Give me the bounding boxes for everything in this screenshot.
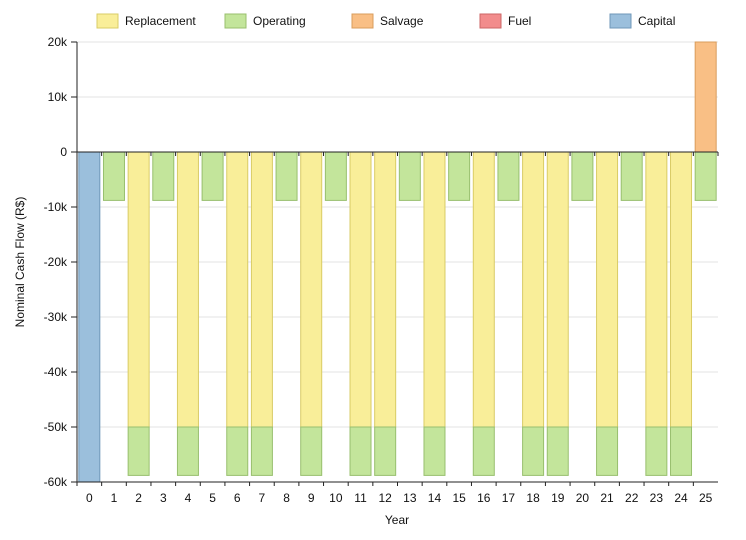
bar-replacement-year-19 — [546, 151, 569, 428]
x-tick-label: 16 — [477, 491, 491, 505]
x-tick-label: 11 — [354, 491, 367, 505]
legend-swatch-salvage — [351, 13, 374, 29]
x-tick-label: 8 — [283, 491, 290, 505]
legend-label-replacement: Replacement — [125, 14, 196, 28]
bar-operating-year-9 — [300, 426, 323, 476]
bar-operating-year-2 — [127, 426, 150, 476]
x-tick-label: 7 — [259, 491, 266, 505]
x-tick-label: 25 — [699, 491, 713, 505]
bar-replacement-year-11 — [349, 151, 372, 428]
x-tick-label: 0 — [86, 491, 93, 505]
legend-label-fuel: Fuel — [508, 14, 531, 28]
bar-operating-year-7 — [250, 426, 273, 476]
bar-operating-year-16 — [472, 426, 495, 476]
bar-operating-year-24 — [670, 426, 693, 476]
x-tick-label: 21 — [600, 491, 614, 505]
y-tick-label: 20k — [48, 35, 68, 49]
legend-swatch-operating — [224, 13, 247, 29]
bar-operating-year-20 — [571, 151, 594, 201]
legend-label-capital: Capital — [638, 14, 675, 28]
bar-replacement-year-24 — [670, 151, 693, 428]
x-tick-label: 1 — [111, 491, 118, 505]
x-axis-title: Year — [385, 513, 409, 527]
bar-operating-year-17 — [497, 151, 520, 201]
bar-operating-year-12 — [374, 426, 397, 476]
x-tick-label: 6 — [234, 491, 241, 505]
bar-replacement-year-12 — [374, 151, 397, 428]
x-tick-label: 18 — [526, 491, 540, 505]
bar-operating-year-13 — [398, 151, 421, 201]
y-axis-title: Nominal Cash Flow (R$) — [13, 197, 27, 328]
bar-replacement-year-2 — [127, 151, 150, 428]
legend-swatch-capital — [609, 13, 632, 29]
y-tick-label: 0 — [60, 145, 67, 159]
legend-label-salvage: Salvage — [380, 14, 424, 28]
x-tick-label: 9 — [308, 491, 315, 505]
bar-replacement-year-7 — [250, 151, 273, 428]
bar-operating-year-25 — [694, 151, 717, 201]
bar-operating-year-22 — [620, 151, 643, 201]
x-tick-label: 19 — [551, 491, 565, 505]
bar-capital-year-0 — [78, 151, 101, 483]
legend-swatch-fuel — [479, 13, 502, 29]
gridlines — [77, 41, 718, 483]
bar-replacement-year-21 — [596, 151, 619, 428]
bar-replacement-year-23 — [645, 151, 668, 428]
bar-operating-year-4 — [176, 426, 199, 476]
x-tick-label: 2 — [135, 491, 142, 505]
x-tick-label: 14 — [428, 491, 442, 505]
bar-replacement-year-9 — [300, 151, 323, 428]
bar-replacement-year-6 — [226, 151, 249, 428]
y-tick-label: -10k — [44, 200, 68, 214]
x-tick-label: 5 — [209, 491, 216, 505]
bar-operating-year-23 — [645, 426, 668, 476]
bar-replacement-year-14 — [423, 151, 446, 428]
legend-label-operating: Operating — [253, 14, 306, 28]
y-tick-label: -50k — [44, 420, 68, 434]
bar-operating-year-8 — [275, 151, 298, 201]
x-tick-label: 12 — [378, 491, 392, 505]
x-tick-label: 15 — [452, 491, 466, 505]
bar-operating-year-14 — [423, 426, 446, 476]
x-tick-label: 4 — [185, 491, 192, 505]
bar-replacement-year-18 — [522, 151, 545, 428]
bar-operating-year-18 — [522, 426, 545, 476]
bar-operating-year-21 — [596, 426, 619, 476]
bar-operating-year-11 — [349, 426, 372, 476]
bar-operating-year-15 — [448, 151, 471, 201]
bar-operating-year-5 — [201, 151, 224, 201]
x-tick-label: 23 — [650, 491, 664, 505]
bar-salvage-year-25 — [694, 41, 717, 153]
y-tick-label: -60k — [44, 475, 68, 489]
y-tick-label: -40k — [44, 365, 68, 379]
x-tick-label: 13 — [403, 491, 417, 505]
x-tick-label: 24 — [674, 491, 688, 505]
bar-operating-year-10 — [324, 151, 347, 201]
legend-swatch-replacement — [96, 13, 119, 29]
x-tick-label: 10 — [329, 491, 343, 505]
legend: Replacement Operating Salvage Fuel Capital — [96, 13, 675, 29]
y-tick-label: -30k — [44, 310, 68, 324]
y-tick-label: -20k — [44, 255, 68, 269]
bar-operating-year-3 — [152, 151, 175, 201]
bar-replacement-year-4 — [176, 151, 199, 428]
bar-operating-year-6 — [226, 426, 249, 476]
x-tick-label: 22 — [625, 491, 639, 505]
x-tick-label: 17 — [502, 491, 516, 505]
x-tick-label: 20 — [576, 491, 590, 505]
y-tick-label: 10k — [48, 90, 68, 104]
bar-replacement-year-16 — [472, 151, 495, 428]
bar-operating-year-19 — [546, 426, 569, 476]
bar-operating-year-1 — [102, 151, 125, 201]
x-tick-label: 3 — [160, 491, 167, 505]
